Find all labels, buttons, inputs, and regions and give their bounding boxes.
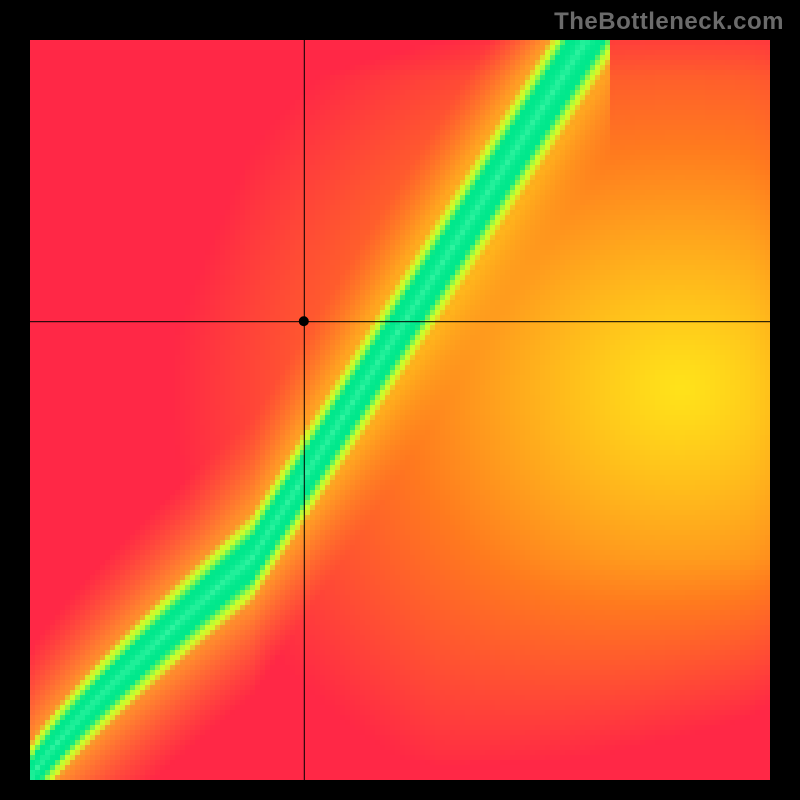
heatmap-canvas — [30, 40, 770, 780]
watermark-text: TheBottleneck.com — [554, 8, 784, 36]
chart-container: TheBottleneck.com — [0, 0, 800, 800]
heatmap-plot-area — [30, 40, 770, 780]
